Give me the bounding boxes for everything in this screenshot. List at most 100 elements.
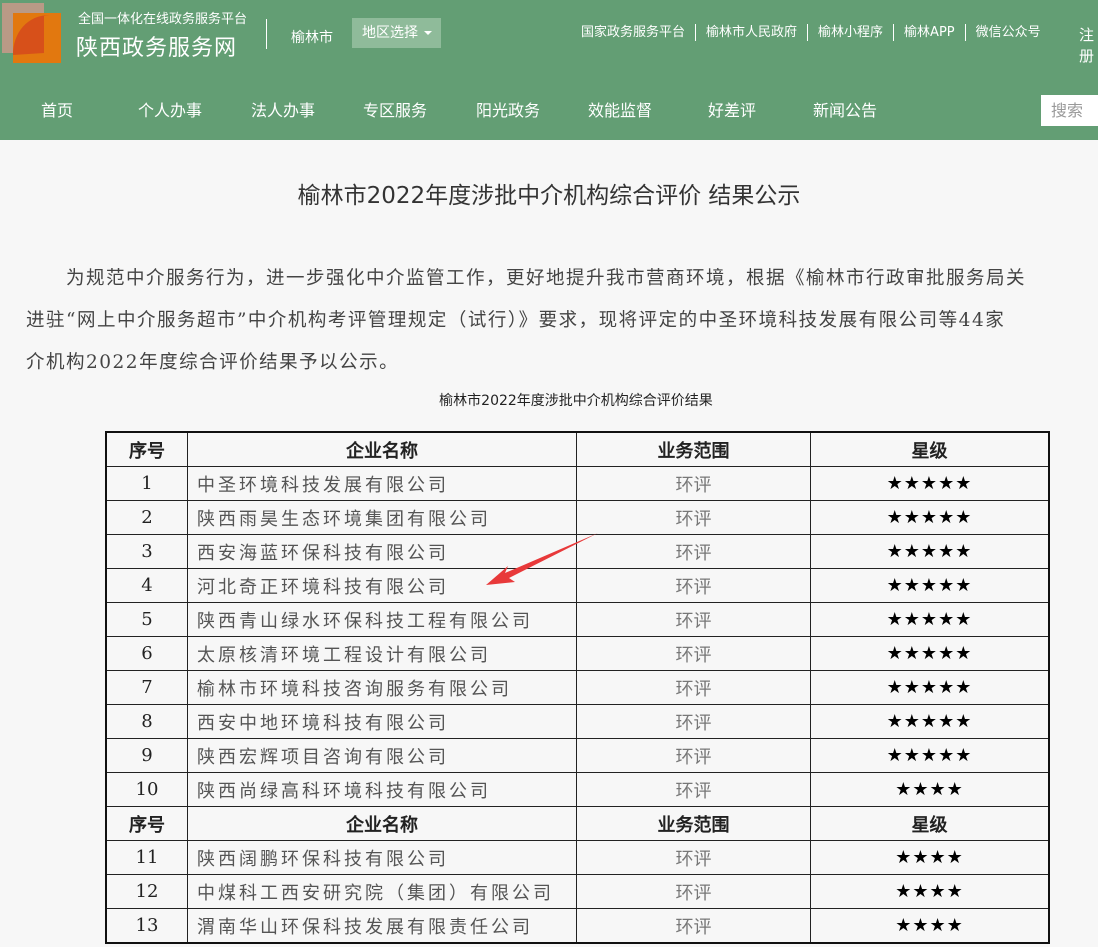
cell-star: ★★★★★ (810, 670, 1050, 705)
link-mini-program[interactable]: 榆林小程序 (807, 24, 893, 41)
cell-name: 陕西雨昊生态环境集团有限公司 (187, 500, 577, 535)
cell-no: 6 (105, 636, 188, 671)
cell-no: 1 (105, 466, 188, 501)
table-row: 2 陕西雨昊生态环境集团有限公司 环评 ★★★★★ (105, 500, 1050, 535)
cell-no: 4 (105, 568, 188, 603)
table-row: 5 陕西青山绿水环保科技工程有限公司 环评 ★★★★★ (105, 602, 1050, 637)
cell-star: ★★★★ (810, 908, 1050, 944)
header-rating: 星级 (810, 806, 1050, 841)
article-intro: 为规范中介服务行为，进一步强化中介监管工作，更好地提升我市营商环境，根据《榆林市… (26, 258, 1098, 384)
results-table: 序号 企业名称 业务范围 星级 1 中圣环境科技发展有限公司 环评 ★★★★★ 2 陕西雨昊生态环… (105, 431, 1050, 944)
nav-home[interactable]: 首页 (41, 101, 74, 120)
cell-scope: 环评 (576, 772, 811, 807)
cell-scope: 环评 (576, 500, 811, 535)
table-header-row: 序号 企业名称 业务范围 星级 (105, 431, 1050, 467)
cell-scope: 环评 (576, 874, 811, 909)
link-wechat[interactable]: 微信公众号 (964, 24, 1051, 41)
table-row: 8 西安中地环境科技有限公司 环评 ★★★★★ (105, 704, 1050, 739)
cell-scope: 环评 (576, 704, 811, 739)
register-link[interactable]: 注册 (1079, 26, 1095, 65)
cell-no: 7 (105, 670, 188, 705)
nav-supervision[interactable]: 效能监督 (588, 101, 653, 120)
cell-star: ★★★★★ (810, 500, 1050, 535)
caret-down-icon (424, 31, 432, 35)
cell-scope: 环评 (576, 602, 811, 637)
search-input[interactable]: 搜索 (1041, 95, 1098, 126)
cell-scope: 环评 (576, 534, 811, 569)
table-row: 3 西安海蓝环保科技有限公司 环评 ★★★★★ (105, 534, 1050, 569)
cell-name: 陕西尚绿高科环境科技有限公司 (187, 772, 577, 807)
table-row: 7 榆林市环境科技咨询服务有限公司 环评 ★★★★★ (105, 670, 1050, 705)
cell-name: 陕西宏辉项目咨询有限公司 (187, 738, 577, 773)
top-links: 国家政务服务平台 榆林市人民政府 榆林小程序 榆林APP 微信公众号 (581, 24, 1051, 41)
intro-line: 介机构2022年度综合评价结果予以公示。 (26, 352, 400, 373)
cell-no: 8 (105, 704, 188, 739)
header-company: 企业名称 (187, 806, 577, 841)
cell-no: 13 (105, 908, 188, 944)
current-city: 榆林市 (291, 30, 333, 46)
table-row: 4 河北奇正环境科技有限公司 环评 ★★★★★ (105, 568, 1050, 603)
link-yulin-government[interactable]: 榆林市人民政府 (695, 24, 807, 41)
cell-scope: 环评 (576, 670, 811, 705)
header-scope: 业务范围 (576, 806, 811, 841)
article-title: 榆林市2022年度涉批中介机构综合评价 结果公示 (297, 183, 801, 209)
cell-name: 中圣环境科技发展有限公司 (187, 466, 577, 501)
cell-no: 10 (105, 772, 188, 807)
cell-name: 陕西青山绿水环保科技工程有限公司 (187, 602, 577, 637)
link-national-platform[interactable]: 国家政务服务平台 (581, 25, 686, 40)
site-logo-icon[interactable] (2, 3, 62, 63)
header-rating: 星级 (810, 431, 1050, 467)
header-scope: 业务范围 (576, 431, 811, 467)
site-brand[interactable]: 陕西政务服务网 (76, 36, 238, 61)
cell-scope: 环评 (576, 636, 811, 671)
cell-scope: 环评 (576, 466, 811, 501)
cell-name: 榆林市环境科技咨询服务有限公司 (187, 670, 577, 705)
nav-personal[interactable]: 个人办事 (138, 101, 203, 120)
nav-special-zone[interactable]: 专区服务 (363, 101, 428, 120)
nav-rating[interactable]: 好差评 (708, 101, 757, 120)
table-row: 9 陕西宏辉项目咨询有限公司 环评 ★★★★★ (105, 738, 1050, 773)
table-caption: 榆林市2022年度涉批中介机构综合评价结果 (439, 393, 713, 409)
table-row: 10 陕西尚绿高科环境科技有限公司 环评 ★★★★ (105, 772, 1050, 807)
header-seq: 序号 (105, 806, 188, 841)
cell-name: 西安海蓝环保科技有限公司 (187, 534, 577, 569)
cell-name: 渭南华山环保科技发展有限责任公司 (187, 908, 577, 944)
cell-star: ★★★★★ (810, 568, 1050, 603)
region-select-button[interactable]: 地区选择 (352, 18, 441, 48)
cell-no: 9 (105, 738, 188, 773)
platform-subtitle: 全国一体化在线政务服务平台 (78, 12, 248, 27)
cell-no: 3 (105, 534, 188, 569)
cell-no: 11 (105, 840, 188, 875)
nav-legal-entity[interactable]: 法人办事 (251, 101, 316, 120)
table-header-row: 序号 企业名称 业务范围 星级 (105, 806, 1050, 841)
intro-line: 进驻“网上中介服务超市”中介机构考评管理规定（试行）》要求，现将评定的中圣环境科… (26, 310, 1006, 331)
cell-scope: 环评 (576, 568, 811, 603)
table-row: 6 太原核清环境工程设计有限公司 环评 ★★★★★ (105, 636, 1050, 671)
cell-no: 12 (105, 874, 188, 909)
cell-name: 中煤科工西安研究院（集团）有限公司 (187, 874, 577, 909)
cell-no: 5 (105, 602, 188, 637)
table-row: 11 陕西阔鹏环保科技有限公司 环评 ★★★★ (105, 840, 1050, 875)
cell-name: 太原核清环境工程设计有限公司 (187, 636, 577, 671)
cell-name: 河北奇正环境科技有限公司 (187, 568, 577, 603)
cell-scope: 环评 (576, 840, 811, 875)
cell-no: 2 (105, 500, 188, 535)
header-company: 企业名称 (187, 431, 577, 467)
table-row: 13 渭南华山环保科技发展有限责任公司 环评 ★★★★ (105, 908, 1050, 944)
cell-star: ★★★★ (810, 874, 1050, 909)
nav-news[interactable]: 新闻公告 (813, 101, 878, 120)
table-row: 12 中煤科工西安研究院（集团）有限公司 环评 ★★★★ (105, 874, 1050, 909)
cell-star: ★★★★ (810, 772, 1050, 807)
nav-open-government[interactable]: 阳光政务 (476, 101, 541, 120)
cell-star: ★★★★★ (810, 466, 1050, 501)
cell-scope: 环评 (576, 908, 811, 944)
header-seq: 序号 (105, 431, 188, 467)
table-row: 1 中圣环境科技发展有限公司 环评 ★★★★★ (105, 466, 1050, 501)
cell-star: ★★★★ (810, 840, 1050, 875)
cell-name: 西安中地环境科技有限公司 (187, 704, 577, 739)
site-header: 全国一体化在线政务服务平台 陕西政务服务网 榆林市 地区选择 国家政务服务平台 … (0, 0, 1098, 140)
cell-star: ★★★★★ (810, 534, 1050, 569)
cell-scope: 环评 (576, 738, 811, 773)
link-app[interactable]: 榆林APP (893, 24, 965, 41)
cell-star: ★★★★★ (810, 602, 1050, 637)
